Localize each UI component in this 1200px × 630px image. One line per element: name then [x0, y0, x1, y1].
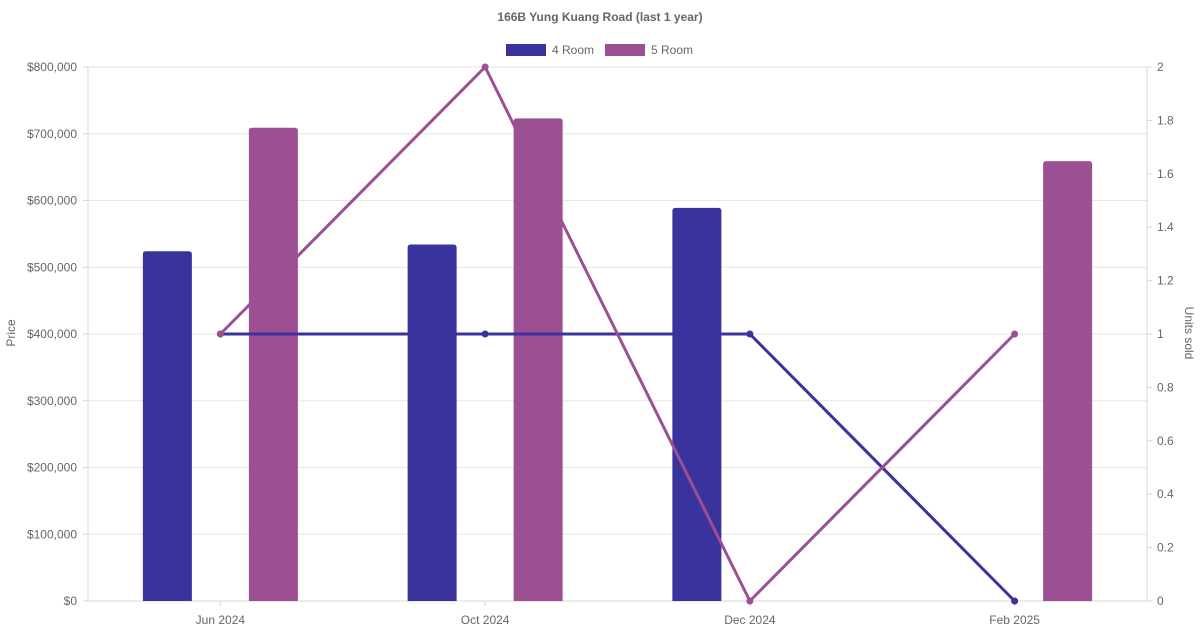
bar-5-room-feb-2025[interactable] [1043, 161, 1093, 601]
y-tick-label: $300,000 [27, 394, 77, 408]
legend-swatch-5-room[interactable] [605, 44, 645, 56]
line-layer [216, 63, 1019, 605]
y2-tick-label: 1.6 [1157, 167, 1174, 181]
line-5-room-units-sold [219, 65, 1016, 603]
point-5-room-oct-2024[interactable] [481, 63, 489, 71]
y-tick-label: $700,000 [27, 127, 77, 141]
legend-swatch-4-room[interactable] [506, 44, 546, 56]
bar-4-room-dec-2024[interactable] [672, 207, 722, 601]
point-5-room-dec-2024[interactable] [746, 597, 754, 605]
point-4-room-feb-2025[interactable] [1011, 597, 1019, 605]
point-4-room-dec-2024[interactable] [746, 330, 754, 338]
bar-4-room-oct-2024[interactable] [407, 244, 457, 601]
bar-layer [142, 118, 1093, 602]
x-tick-label: Oct 2024 [461, 613, 510, 627]
y2-tick-label: 1.4 [1157, 220, 1174, 234]
y-axis-title: Price [4, 319, 18, 347]
y-tick-label: $500,000 [27, 260, 77, 274]
point-5-room-feb-2025[interactable] [1011, 330, 1019, 338]
point-4-room-oct-2024[interactable] [481, 330, 489, 338]
tick-layer: $0 $100,000 $200,000 $300,000 $400,000 $500,0… [27, 60, 1174, 627]
y2-tick-label: 1.2 [1157, 274, 1174, 288]
y2-tick-label: 0 [1157, 594, 1164, 608]
y2-tick-label: 0.4 [1157, 487, 1174, 501]
y-tick-label: $0 [64, 594, 78, 608]
y2-tick-label: 0.8 [1157, 380, 1174, 394]
y2-axis-title: Units sold [1182, 307, 1196, 360]
legend-label-4-room[interactable]: 4 Room [552, 43, 594, 57]
y-tick-label: $400,000 [27, 327, 77, 341]
bar-4-room-jun-2024[interactable] [142, 251, 192, 602]
x-tick-label: Jun 2024 [196, 613, 246, 627]
y2-tick-label: 1.8 [1157, 113, 1174, 127]
y-tick-label: $100,000 [27, 527, 77, 541]
chart-title: 166B Yung Kuang Road (last 1 year) [497, 10, 702, 24]
bar-5-room-oct-2024[interactable] [513, 118, 563, 602]
x-tick-label: Feb 2025 [989, 613, 1040, 627]
y-tick-label: $800,000 [27, 60, 77, 74]
legend: 4 Room 5 Room [506, 43, 693, 57]
y2-tick-label: 0.2 [1157, 541, 1174, 555]
y2-tick-label: 2 [1157, 60, 1164, 74]
y2-tick-label: 0.6 [1157, 434, 1174, 448]
bar-5-room-jun-2024[interactable] [248, 127, 298, 602]
y-tick-label: $200,000 [27, 461, 77, 475]
y2-tick-label: 1 [1157, 327, 1164, 341]
legend-label-5-room[interactable]: 5 Room [651, 43, 693, 57]
point-5-room-jun-2024[interactable] [216, 330, 224, 338]
y-tick-label: $600,000 [27, 194, 77, 208]
x-tick-label: Dec 2024 [724, 613, 776, 627]
